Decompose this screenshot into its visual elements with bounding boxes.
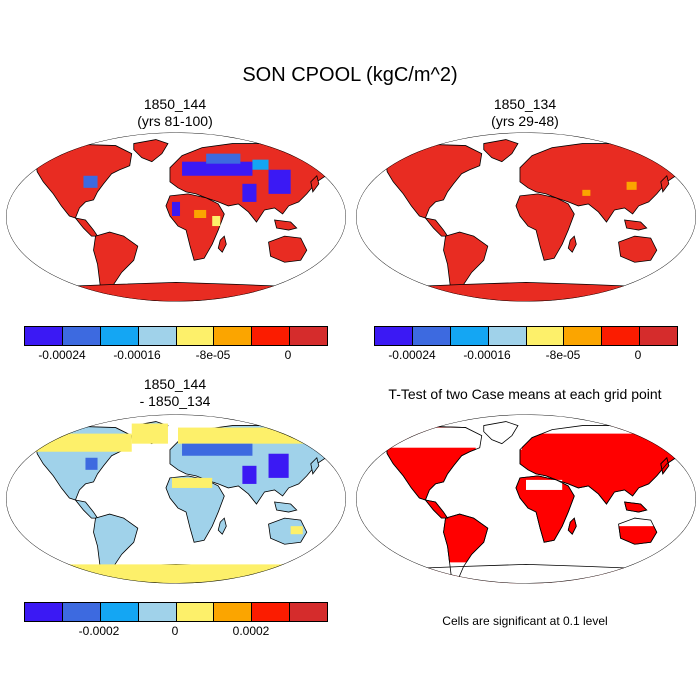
difference-patches — [35, 423, 329, 584]
colorbar-swatch — [62, 327, 101, 345]
colorbar-label: -8e-05 — [195, 348, 231, 362]
small-patches — [582, 181, 637, 196]
colorbar-label: 0 — [634, 348, 642, 362]
decrease-patches — [83, 153, 291, 227]
colorbar-panel-1850-144 — [24, 326, 328, 346]
panel-title-line1: T-Test of two Case means at each grid po… — [388, 386, 662, 402]
panel-title-difference: 1850_144 - 1850_134 — [75, 376, 275, 410]
colorbar-swatch — [290, 327, 327, 345]
map-panel-1850-134 — [356, 132, 696, 302]
colorbar-swatch — [62, 603, 101, 621]
land-fill — [384, 139, 688, 302]
panel-title-line2: - 1850_134 — [139, 393, 211, 409]
significance-note: Cells are significant at 0.1 level — [442, 614, 608, 628]
colorbar-swatch — [375, 327, 413, 345]
colorbar-swatch — [488, 327, 527, 345]
colorbar-swatch — [252, 603, 291, 621]
colorbar-difference — [24, 602, 328, 622]
colorbar-swatch — [602, 327, 641, 345]
colorbar-label: 0.0002 — [232, 624, 270, 638]
colorbar-swatch — [412, 327, 451, 345]
colorbar-panel-1850-134 — [374, 326, 678, 346]
colorbar-swatch — [100, 603, 139, 621]
map-panel-ttest — [356, 414, 696, 584]
figure-title: SON CPOOL (kgC/m^2) — [242, 64, 458, 86]
colorbar-swatch — [25, 603, 63, 621]
colorbar-swatch — [290, 603, 327, 621]
colorbar-label: -0.00024 — [38, 348, 86, 362]
colorbar-swatch — [564, 327, 603, 345]
colorbar-swatch — [138, 327, 177, 345]
colorbar-swatch — [214, 327, 253, 345]
colorbar-swatch — [176, 327, 215, 345]
map-panel-difference — [6, 414, 346, 584]
panel-title-1850-144: 1850_144 (yrs 81-100) — [75, 96, 275, 130]
colorbar-label: -0.0002 — [78, 624, 120, 638]
colorbar-label: 0 — [284, 348, 292, 362]
colorbar-swatch — [176, 603, 215, 621]
panel-title-line2: (yrs 29-48) — [491, 113, 559, 129]
colorbar-swatch — [640, 327, 677, 345]
colorbar-swatch — [100, 327, 139, 345]
colorbar-label: -8e-05 — [545, 348, 581, 362]
colorbar-swatch — [252, 327, 291, 345]
panel-title-line1: 1850_144 — [143, 96, 207, 112]
panel-title-line1: 1850_134 — [493, 96, 557, 112]
map-panel-1850-144 — [6, 132, 346, 302]
colorbar-label: -0.00024 — [388, 348, 436, 362]
colorbar-label: 0 — [171, 624, 179, 638]
panel-title-line1: 1850_144 — [143, 376, 207, 392]
panel-title-1850-134: 1850_134 (yrs 29-48) — [425, 96, 625, 130]
colorbar-label: -0.00016 — [463, 348, 511, 362]
colorbar-swatch — [526, 327, 565, 345]
panel-title-ttest: T-Test of two Case means at each grid po… — [350, 386, 700, 403]
colorbar-swatch — [138, 603, 177, 621]
colorbar-swatch — [450, 327, 489, 345]
colorbar-label: -0.00016 — [113, 348, 161, 362]
colorbar-swatch — [214, 603, 253, 621]
colorbar-swatch — [25, 327, 63, 345]
panel-title-line2: (yrs 81-100) — [137, 113, 213, 129]
